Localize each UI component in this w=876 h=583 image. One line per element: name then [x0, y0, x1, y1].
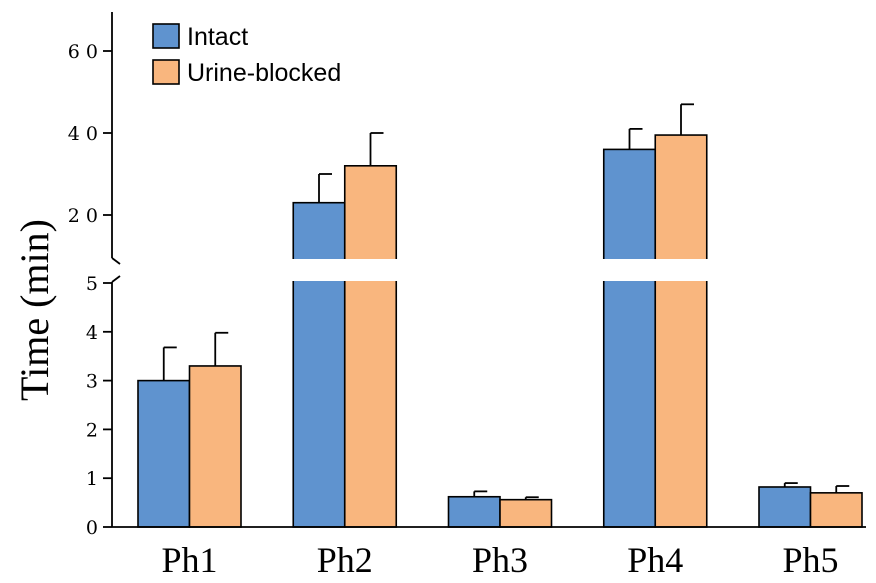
bar: [654, 134, 708, 528]
y-tick-label: 2 0: [68, 205, 98, 227]
bar: [343, 165, 398, 528]
axis-break-mark: [111, 275, 121, 283]
y-tick-label: 0: [86, 517, 98, 539]
x-tick-label: Ph3: [472, 540, 528, 580]
legend: Intact Urine-blocked: [152, 23, 341, 87]
y-tick-label: 2: [86, 419, 98, 441]
axis-break-gap: [290, 259, 400, 281]
bar: [602, 148, 657, 528]
y-axis-title: Time (min): [12, 219, 57, 401]
legend-swatch: [152, 23, 180, 49]
y-tick-label: 6 0: [68, 41, 98, 63]
legend-label: Intact: [187, 23, 248, 51]
legend-swatch: [152, 59, 180, 85]
y-axis: 0 1 2 3 4 5 2 0 4 0 6 0: [68, 12, 866, 539]
bars-layer: Ph1 Ph2 Ph3 Ph4 Ph5: [137, 103, 863, 580]
y-tick-label: 5: [86, 273, 98, 295]
legend-label: Urine-blocked: [187, 59, 341, 87]
y-tick-label: 1: [86, 468, 98, 490]
x-tick-label: Ph1: [161, 540, 217, 580]
axis-break-gap: [600, 259, 710, 281]
x-tick-label: Ph2: [317, 540, 373, 580]
bar: [447, 495, 501, 528]
bar: [809, 492, 863, 528]
x-tick-label: Ph5: [782, 540, 838, 580]
bar: [292, 201, 346, 528]
bar: [499, 498, 553, 528]
y-tick-label: 4: [86, 322, 98, 344]
bar: [137, 379, 191, 528]
bar: [188, 365, 242, 528]
axis-break-mark: [111, 257, 121, 265]
y-tick-label: 4 0: [68, 123, 98, 145]
x-tick-label: Ph4: [627, 540, 683, 580]
bar: [758, 486, 812, 528]
y-tick-label: 3: [86, 371, 98, 393]
